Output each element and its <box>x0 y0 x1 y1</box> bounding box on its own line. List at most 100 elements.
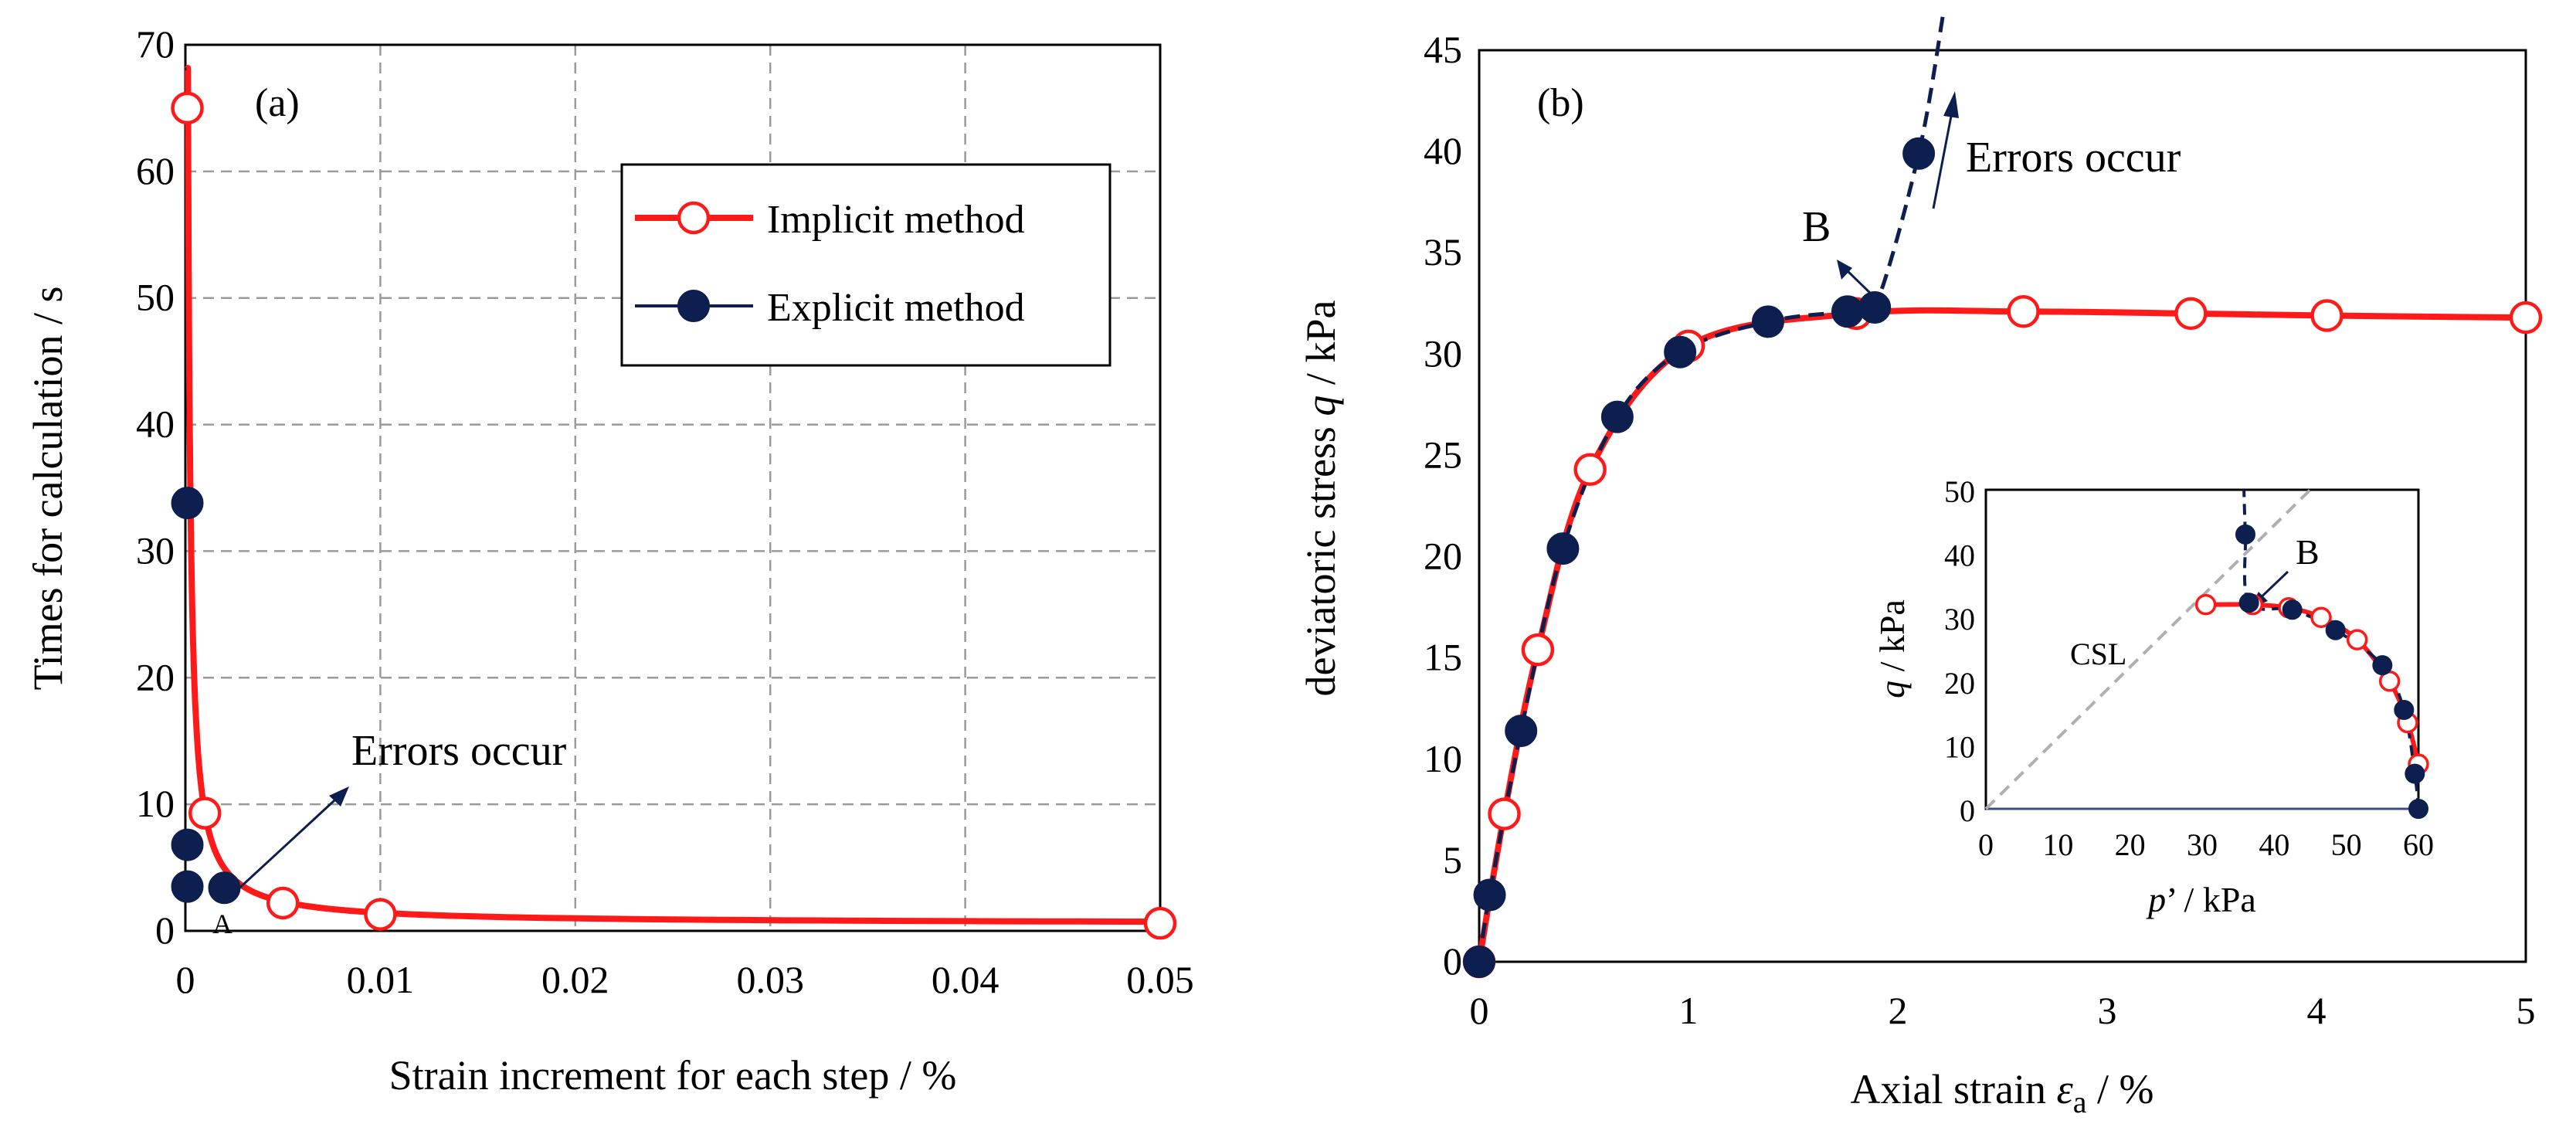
inset-x-tick-60: 60 <box>2403 827 2434 862</box>
b-x-tick-4: 4 <box>2307 989 2327 1032</box>
inset-x-title-suffix: ’ / kPa <box>2166 880 2256 919</box>
inset-explicit-point-1 <box>2408 799 2428 819</box>
panel-a: 0 0.01 0.02 0.03 0.04 0.05 0 10 20 30 40 50 60 70 Err… <box>25 22 1194 1099</box>
inset-y-tick-30: 30 <box>1944 602 1975 637</box>
inset-y-title-symbol: q <box>1872 681 1912 698</box>
b-x-tick-1: 1 <box>1679 989 1699 1032</box>
a-legend-box <box>620 163 1112 367</box>
b-panel-tag: (b) <box>1537 81 1584 125</box>
b-b-arrowhead <box>1837 260 1852 280</box>
inset-y-tick-0: 0 <box>1960 793 1975 828</box>
inset-y-axis-title: q / kPa <box>1872 599 1912 698</box>
b-y-tick-35: 35 <box>1424 230 1462 273</box>
a-y-tick-50: 50 <box>136 276 175 319</box>
b-b-arrow <box>1843 267 1875 297</box>
a-markers <box>171 91 1177 940</box>
a-legend-explicit-marker <box>677 290 710 322</box>
a-x-axis-title: Strain increment for each step / % <box>389 1052 957 1099</box>
b-x-axis-title: Axial strain εa / % <box>1851 1066 2154 1119</box>
a-y-tick-20: 20 <box>136 655 175 698</box>
inset-csl-line <box>1984 488 2312 810</box>
inset-x-axis-title: p’ / kPa <box>2146 880 2256 919</box>
a-legend-explicit-label: Explicit method <box>767 286 1025 330</box>
inset-x-tick-40: 40 <box>2259 827 2289 862</box>
inset-explicit-line <box>2242 489 2420 810</box>
a-explicit-point-4 <box>208 871 241 905</box>
b-explicit-point-7 <box>1751 305 1784 338</box>
a-legend-implicit-label: Implicit method <box>767 198 1025 242</box>
inset-markers <box>2194 524 2429 819</box>
inset-explicit-point-5 <box>2325 620 2346 640</box>
a-annotation-a: A <box>212 908 232 939</box>
b-explicit-point-10 <box>1902 137 1936 170</box>
a-explicit-point-2 <box>171 828 204 861</box>
b-x-tick-3: 3 <box>2098 989 2117 1032</box>
a-annotation-errors: Errors occur <box>351 727 567 775</box>
a-y-tick-60: 60 <box>136 149 175 192</box>
b-x-title-symbol: ε <box>2056 1066 2073 1112</box>
a-x-tick-0.01: 0.01 <box>347 958 415 1001</box>
inset-explicit-point-2 <box>2405 763 2425 784</box>
b-implicit-point-3 <box>1521 633 1555 667</box>
a-legend-implicit-marker <box>677 201 711 235</box>
a-explicit-point-1 <box>171 487 204 520</box>
inset-implicit-point-8 <box>2194 593 2217 616</box>
b-y-tick-5: 5 <box>1443 838 1462 881</box>
inset-y-tick-20: 20 <box>1944 666 1975 701</box>
b-implicit-point-10 <box>2509 301 2543 334</box>
inset-explicit-point-8 <box>2235 524 2255 545</box>
a-errors-arrow <box>222 790 345 904</box>
inset-y-tick-10: 10 <box>1944 729 1975 764</box>
b-y-title-symbol: q <box>1298 396 1344 416</box>
b-y-title-suffix: / kPa <box>1298 301 1344 396</box>
a-implicit-point-2 <box>188 796 222 830</box>
b-x-title-suffix: / % <box>2087 1066 2154 1112</box>
b-y-title-prefix: deviatoric stress <box>1298 416 1344 697</box>
b-annotation-b: B <box>1802 203 1831 251</box>
inset-explicit-point-6 <box>2282 599 2303 620</box>
inset-implicit-point-5 <box>2310 606 2332 628</box>
a-legend: Implicit method Explicit method <box>620 163 1112 367</box>
b-implicit-point-8 <box>2174 297 2208 331</box>
b-x-tick-5: 5 <box>2517 989 2536 1032</box>
b-explicit-point-1 <box>1463 946 1495 978</box>
a-implicit-point-1 <box>171 91 204 125</box>
inset-tick-labels: 0 10 20 30 40 50 60 0 10 20 30 40 50 <box>1944 474 2434 862</box>
inset-implicit-point-4 <box>2346 629 2368 650</box>
a-errors-arrowhead <box>329 786 349 807</box>
inset-frame <box>1984 488 2420 810</box>
inset-x-tick-20: 20 <box>2115 827 2146 862</box>
b-explicit-line <box>1477 9 1946 963</box>
a-panel-tag: (a) <box>255 81 300 125</box>
b-y-tick-10: 10 <box>1424 737 1462 780</box>
b-y-tick-20: 20 <box>1424 535 1462 578</box>
a-y-tick-0: 0 <box>155 908 175 952</box>
a-implicit-point-3 <box>266 886 300 920</box>
a-y-tick-70: 70 <box>136 22 175 66</box>
inset-x-title-symbol: p <box>2146 880 2166 919</box>
a-x-tick-0.02: 0.02 <box>541 958 609 1001</box>
a-tick-labels: 0 0.01 0.02 0.03 0.04 0.05 0 10 20 30 40 50 60 70 <box>136 22 1194 1001</box>
inset-y-title-suffix: / kPa <box>1872 599 1912 681</box>
inset-explicit-point-4 <box>2372 655 2393 676</box>
b-x-title-subscript: a <box>2073 1085 2087 1119</box>
b-errors-arrowhead <box>1943 91 1959 118</box>
b-implicit-point-2 <box>1488 797 1521 830</box>
a-x-tick-0.03: 0.03 <box>736 958 804 1001</box>
b-y-tick-30: 30 <box>1424 331 1462 375</box>
b-markers <box>1462 137 2543 979</box>
a-y-tick-10: 10 <box>136 782 175 825</box>
inset-y-tick-40: 40 <box>1944 538 1975 573</box>
inset-x-tick-10: 10 <box>2042 827 2073 862</box>
b-errors-arrow <box>1932 107 1954 209</box>
b-y-axis-title: deviatoric stress q / kPa <box>1298 301 1344 697</box>
b-implicit-point-7 <box>2007 295 2040 328</box>
b-implicit-point-4 <box>1573 453 1607 487</box>
b-explicit-point-9 <box>1858 291 1892 324</box>
b-y-tick-0: 0 <box>1443 939 1462 983</box>
b-y-tick-15: 15 <box>1424 636 1462 679</box>
a-implicit-point-5 <box>1143 906 1177 940</box>
a-y-tick-30: 30 <box>136 528 175 572</box>
